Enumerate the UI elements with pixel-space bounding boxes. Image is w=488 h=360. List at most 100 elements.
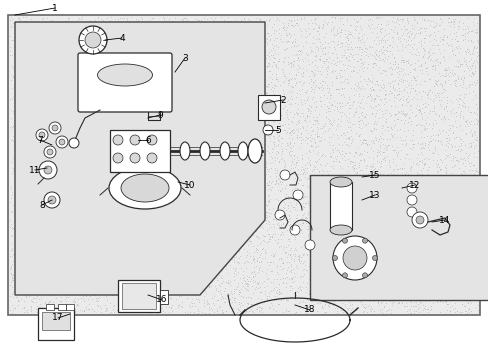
Point — [190, 261, 198, 267]
Point — [110, 100, 118, 106]
Point — [35, 69, 43, 75]
Point — [105, 88, 113, 94]
Point — [354, 67, 362, 73]
Point — [460, 142, 468, 148]
Point — [172, 109, 180, 115]
Point — [366, 138, 374, 144]
Point — [296, 305, 304, 311]
Point — [316, 45, 324, 51]
Point — [75, 278, 83, 283]
Point — [279, 220, 287, 226]
Point — [446, 258, 454, 264]
Point — [279, 279, 286, 284]
Point — [105, 53, 113, 59]
Point — [445, 186, 453, 192]
Point — [282, 254, 290, 260]
Point — [367, 85, 375, 90]
Point — [344, 259, 352, 265]
Point — [114, 23, 122, 29]
Point — [259, 173, 266, 179]
Point — [327, 19, 335, 25]
Point — [338, 273, 346, 278]
Point — [65, 235, 73, 241]
Point — [400, 36, 407, 42]
Point — [375, 40, 383, 46]
Point — [299, 171, 307, 177]
Point — [47, 246, 55, 251]
Point — [309, 191, 317, 197]
Point — [369, 64, 377, 69]
Point — [395, 156, 403, 162]
Point — [257, 221, 265, 226]
Point — [70, 55, 78, 60]
Point — [256, 259, 264, 265]
Point — [64, 151, 72, 157]
Point — [66, 256, 74, 262]
Point — [20, 305, 28, 311]
Point — [406, 37, 414, 43]
Point — [268, 216, 276, 222]
Point — [417, 171, 425, 177]
Point — [39, 202, 47, 208]
Point — [253, 224, 261, 230]
Point — [453, 274, 461, 280]
Point — [20, 41, 28, 47]
Point — [360, 248, 368, 254]
Point — [109, 306, 117, 312]
Point — [444, 66, 451, 72]
Point — [194, 309, 202, 314]
Point — [72, 210, 80, 215]
Point — [415, 108, 423, 114]
Point — [134, 85, 142, 91]
Point — [375, 247, 383, 253]
Point — [273, 135, 281, 140]
Point — [91, 102, 99, 108]
Point — [165, 177, 173, 183]
Point — [189, 29, 197, 35]
Point — [133, 159, 141, 165]
Point — [163, 134, 171, 140]
Point — [107, 109, 115, 115]
Point — [72, 228, 80, 234]
Point — [467, 211, 475, 217]
Point — [201, 188, 208, 193]
Point — [285, 38, 293, 44]
Point — [438, 197, 446, 202]
Point — [232, 135, 240, 140]
Point — [91, 237, 99, 242]
Point — [322, 161, 330, 166]
Point — [148, 151, 156, 157]
Point — [66, 179, 74, 185]
Point — [359, 267, 366, 273]
Point — [291, 20, 299, 26]
Point — [362, 94, 370, 100]
Point — [30, 29, 38, 35]
Point — [331, 272, 339, 278]
Point — [80, 204, 87, 210]
Point — [41, 159, 48, 165]
Point — [470, 82, 478, 88]
Point — [385, 136, 393, 142]
Point — [204, 232, 212, 238]
Point — [166, 235, 174, 241]
Point — [231, 159, 239, 165]
Point — [18, 257, 26, 263]
Point — [65, 190, 73, 196]
Point — [148, 298, 156, 304]
Point — [420, 287, 428, 292]
Point — [91, 267, 99, 273]
Point — [29, 69, 37, 75]
Point — [168, 248, 176, 253]
Point — [424, 33, 432, 39]
Point — [446, 125, 453, 131]
Point — [276, 232, 284, 238]
Point — [58, 249, 66, 255]
Point — [224, 235, 232, 241]
Point — [434, 90, 442, 96]
Point — [447, 108, 454, 114]
Point — [269, 221, 277, 226]
Point — [398, 97, 406, 103]
Point — [235, 301, 243, 307]
Point — [454, 123, 462, 129]
Point — [13, 50, 21, 55]
